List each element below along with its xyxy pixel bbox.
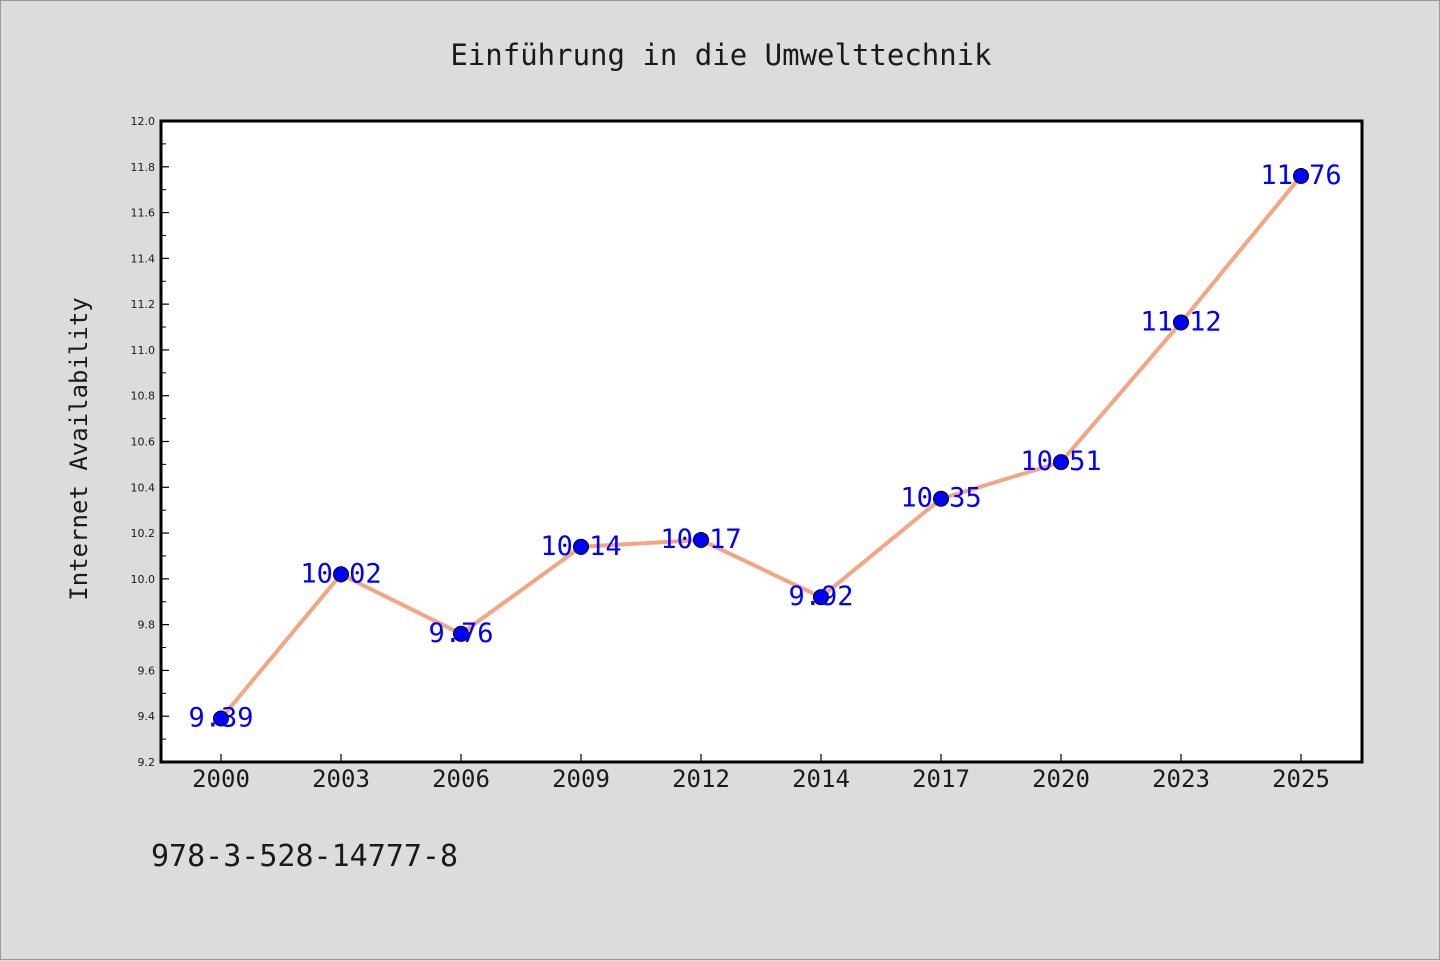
series-line — [219, 173, 1303, 721]
y-tick-label: 9.8 — [138, 619, 156, 632]
data-label: 10.51 — [1020, 446, 1101, 477]
series-markers-group — [213, 167, 1309, 727]
x-tick-label: 2025 — [1272, 765, 1330, 793]
y-tick-label: 10.0 — [131, 573, 156, 586]
y-tick-label: 11.2 — [131, 298, 156, 311]
y-tick-label: 10.4 — [131, 481, 156, 494]
data-labels-group: 9.39 10.02 9.76 10.14 10.17 9.92 10.35 10.51 11.… — [188, 160, 1341, 734]
y-tick-label: 11.6 — [131, 207, 156, 220]
data-point — [573, 538, 589, 555]
x-tick-label: 2006 — [432, 765, 490, 793]
data-label: 9.76 — [428, 618, 493, 649]
chart-title: Einführung in die Umwelttechnik — [450, 38, 992, 72]
y-tick-label: 10.8 — [131, 390, 156, 403]
x-axis: 2000 2003 2006 2009 2012 2014 2017 2020 2023 2025 — [192, 754, 1330, 793]
y-tick-label: 12.0 — [131, 115, 156, 128]
data-point — [453, 625, 469, 642]
y-tick-label: 11.8 — [131, 161, 156, 174]
data-label: 11.12 — [1140, 306, 1221, 337]
data-point — [1293, 167, 1309, 184]
plot-area — [159, 119, 1364, 764]
data-label: 11.76 — [1260, 160, 1341, 191]
x-tick-label: 2003 — [312, 765, 370, 793]
x-tick-label: 2020 — [1032, 765, 1090, 793]
x-tick-label: 2017 — [912, 765, 970, 793]
data-label: 9.92 — [788, 581, 853, 612]
isbn-text: 978-3-528-14777-8 — [151, 839, 458, 874]
data-label: 10.02 — [300, 558, 381, 589]
data-label: 9.39 — [188, 703, 253, 734]
data-point — [813, 589, 829, 606]
y-axis: 9.2 9.4 9.6 9.8 10.0 10.2 10.4 10.6 10.8 11.0 11.2… — [131, 115, 169, 769]
y-tick-label: 11.4 — [131, 252, 156, 265]
data-label: 10.14 — [540, 531, 621, 562]
data-point — [1173, 314, 1189, 331]
data-point — [693, 531, 709, 548]
x-tick-label: 2009 — [552, 765, 610, 793]
data-point — [333, 566, 349, 583]
x-tick-label: 2023 — [1152, 765, 1210, 793]
y-axis-label: Internet Availability — [65, 297, 93, 600]
x-tick-label: 2000 — [192, 765, 250, 793]
data-point — [933, 490, 949, 507]
data-point — [213, 710, 229, 727]
y-tick-label: 9.2 — [138, 756, 156, 769]
series-line-group — [219, 173, 1303, 721]
y-tick-label: 10.2 — [131, 527, 156, 540]
x-tick-label: 2012 — [672, 765, 730, 793]
x-tick-label: 2014 — [792, 765, 850, 793]
y-tick-label: 9.6 — [138, 664, 156, 677]
data-label: 10.35 — [900, 483, 981, 514]
y-tick-label: 9.4 — [138, 710, 156, 723]
data-point — [1053, 454, 1069, 471]
y-tick-label: 10.6 — [131, 436, 156, 449]
y-tick-label: 11.0 — [131, 344, 156, 357]
data-label: 10.17 — [660, 524, 741, 555]
